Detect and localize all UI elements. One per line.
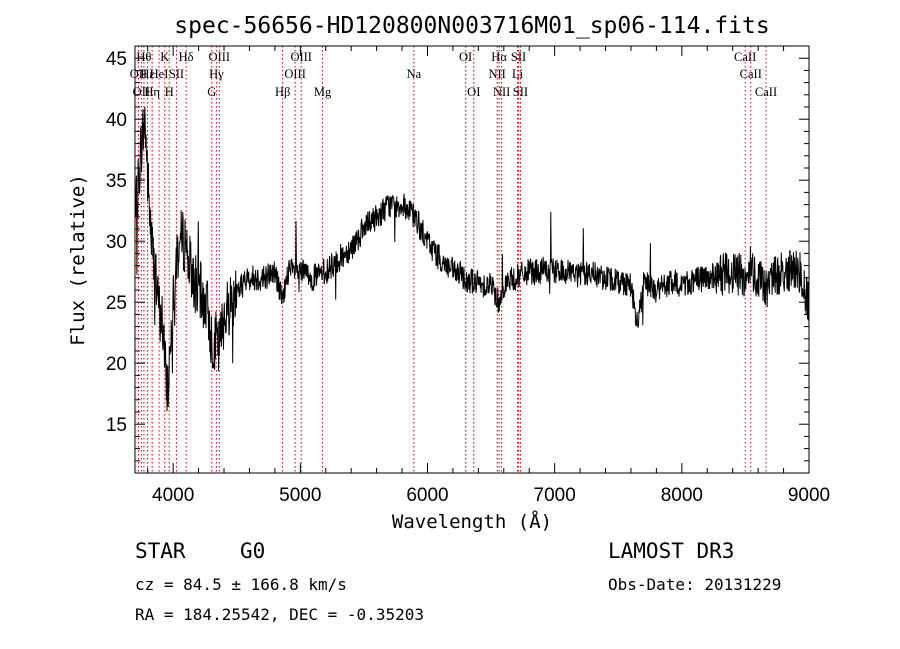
spectral-line-markers [137,46,767,473]
x-tick-label: 9000 [788,485,830,506]
spectral-line-label: SII [513,85,528,99]
spectral-line-label: Hη [144,85,160,99]
spectral-line-label: CaII [755,85,777,99]
spectral-line-label: Hε [140,67,154,81]
y-axis-label: Flux (relative) [67,174,89,346]
spectral-line-label: SII [169,67,184,81]
spectral-line-label: SII [511,50,526,64]
spectral-line-label: K [160,50,169,64]
spectral-line-label: G [207,85,216,99]
chart-title: spec-56656-HD120800N003716M01_sp06-114.f… [174,13,769,39]
y-tick-label: 40 [106,110,127,131]
spectral-line-label: OII [130,67,147,81]
spectral-line-labels: OII OII Hθ Hε Hη HeI K H SII Hδ G Hγ OIII Hβ OIII OIII M… [130,50,777,99]
x-tick-label: 4000 [152,485,194,506]
x-tick-label: 6000 [406,485,448,506]
axis-ticks: 4000 5000 6000 7000 8000 9000 15 20 25 30 35 40 45 [106,46,830,506]
redshift-info: cz = 84.5 ± 166.8 km/s [135,575,347,594]
spectral-line-label: Hγ [209,67,224,81]
coordinates: RA = 184.25542, DEC = -0.35203 [135,605,424,624]
x-axis-label: Wavelength (Å) [392,510,552,533]
y-tick-label: 20 [106,354,127,375]
spectral-line-label: Mg [314,85,332,99]
spectral-line-label: Na [407,67,422,81]
spectral-line-label: Hβ [275,85,290,99]
object-class: STAR [135,539,186,563]
spectral-line-label: Hδ [179,50,194,64]
spectral-line-label: NII [488,67,505,81]
spectral-line-label: H [165,85,174,99]
x-tick-label: 5000 [279,485,321,506]
plot-frame [134,45,810,474]
y-tick-label: 30 [106,232,127,253]
object-subclass: G0 [240,539,266,563]
spectrum-line [134,106,810,412]
spectral-line-label: CaII [740,67,762,81]
spectral-line-label: HeI [150,67,169,81]
spectral-line-label: NII [493,85,510,99]
spectral-line-label: OI [467,85,480,99]
spectral-line-label: OII [133,85,150,99]
spectral-line-label: OI [459,50,472,64]
spectral-line-label: OIII [290,50,312,64]
spectral-line-label: Hθ [136,50,151,64]
x-tick-label: 7000 [534,485,576,506]
y-tick-label: 45 [106,49,127,70]
spectral-line-label: OIII [284,67,306,81]
spectral-line-label: CaII [734,50,756,64]
y-tick-label: 25 [106,293,127,314]
y-tick-label: 15 [106,415,127,436]
spectral-line-label: OIII [209,50,231,64]
spectral-line-label: Li [512,67,524,81]
observation-date: Obs-Date: 20131229 [608,575,782,594]
y-tick-label: 35 [106,171,127,192]
spectral-line-label: Hα [491,50,507,64]
x-tick-label: 8000 [661,485,703,506]
survey-name: LAMOST DR3 [608,539,735,563]
